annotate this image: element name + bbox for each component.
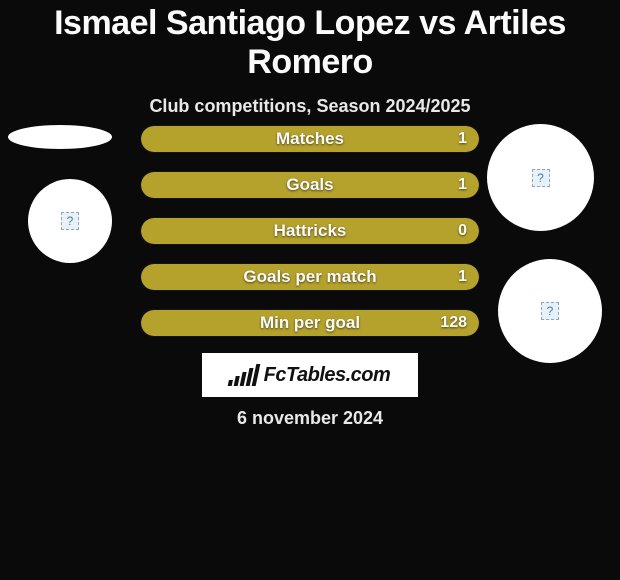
stats-container: Matches1Goals1Hattricks0Goals per match1… — [140, 125, 480, 355]
stat-value-right: 0 — [458, 218, 467, 244]
player2-avatar-bottom: ? — [498, 259, 602, 363]
stat-value-right: 128 — [440, 310, 467, 336]
placeholder-icon: ? — [541, 302, 559, 320]
player1-shadow-ellipse — [8, 125, 112, 149]
brand-text: FcTables.com — [264, 364, 391, 387]
stat-label: Hattricks — [141, 218, 479, 244]
subtitle: Club competitions, Season 2024/2025 — [0, 96, 620, 117]
stat-value-right: 1 — [458, 264, 467, 290]
brand-box[interactable]: FcTables.com — [202, 353, 418, 397]
stat-row: Hattricks0 — [140, 217, 480, 245]
brand-bars-icon — [227, 364, 260, 386]
stat-label: Goals per match — [141, 264, 479, 290]
stat-row: Goals1 — [140, 171, 480, 199]
stat-row: Goals per match1 — [140, 263, 480, 291]
stat-value-right: 1 — [458, 126, 467, 152]
stat-row: Matches1 — [140, 125, 480, 153]
placeholder-icon: ? — [61, 212, 79, 230]
stat-row: Min per goal128 — [140, 309, 480, 337]
date-text: 6 november 2024 — [0, 408, 620, 429]
placeholder-icon: ? — [532, 169, 550, 187]
player1-avatar: ? — [28, 179, 112, 263]
stat-value-right: 1 — [458, 172, 467, 198]
stat-label: Goals — [141, 172, 479, 198]
stat-label: Min per goal — [141, 310, 479, 336]
stat-label: Matches — [141, 126, 479, 152]
page-title: Ismael Santiago Lopez vs Artiles Romero — [0, 0, 620, 82]
player2-avatar-top: ? — [487, 124, 594, 231]
